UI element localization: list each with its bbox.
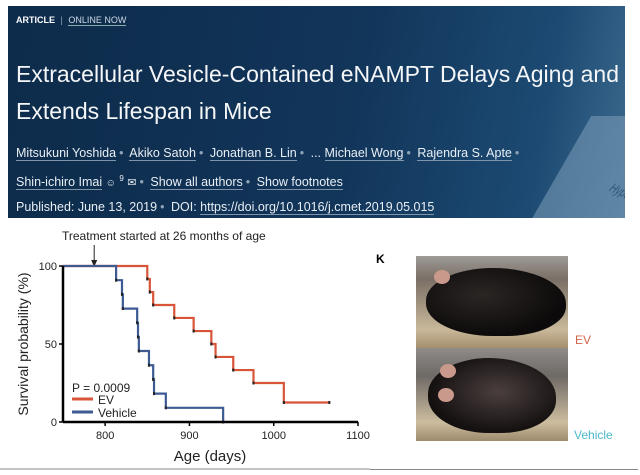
email-icon[interactable]: ✉ xyxy=(127,177,137,190)
article-type: ARTICLE xyxy=(16,15,55,25)
data-point xyxy=(214,355,217,359)
data-point xyxy=(252,381,255,385)
legend-label-ev: EV xyxy=(98,393,114,407)
data-point xyxy=(137,349,140,353)
y-tick-label: 0 xyxy=(51,417,57,429)
data-point xyxy=(173,316,176,320)
x-tick-label: 1000 xyxy=(261,430,285,442)
data-point xyxy=(148,290,151,294)
ev-photo-label: EV xyxy=(575,333,592,347)
data-point xyxy=(137,335,140,339)
data-point xyxy=(192,329,195,333)
person-icon[interactable]: ☺ xyxy=(105,178,116,190)
data-point xyxy=(146,277,149,281)
article-kicker: ARTICLE | ONLINE NOW xyxy=(16,15,127,26)
doi-label: DOI: xyxy=(170,200,197,214)
panel-letter: K xyxy=(376,252,385,266)
doi-link[interactable]: https://doi.org/10.1016/j.cmet.2019.05.0… xyxy=(200,200,435,215)
data-point xyxy=(121,292,123,296)
data-point xyxy=(282,401,285,404)
author-link[interactable]: Shin-ichiro Imai xyxy=(16,175,103,191)
article-banner: Hypo ARTICLE | ONLINE NOW Extracellular … xyxy=(8,6,625,218)
author-link[interactable]: Akiko Satoh xyxy=(129,146,196,161)
data-point xyxy=(164,406,167,410)
author-list: Mitsukuni Yoshida • Akiko Satoh • Jonathan… xyxy=(16,146,520,191)
data-point xyxy=(152,303,155,307)
author-link[interactable]: Rajendra S. Apte xyxy=(417,146,512,161)
vehicle-mouse-photo xyxy=(416,348,568,441)
online-now-link[interactable]: ONLINE NOW xyxy=(68,15,127,26)
bottom-divider-right xyxy=(370,469,638,470)
show-all-authors-link[interactable]: Show all authors xyxy=(150,175,243,191)
authors-ellipsis: ... xyxy=(310,146,322,160)
ev-mouse-photo xyxy=(416,256,568,348)
author-link[interactable]: Jonathan B. Lin xyxy=(209,146,297,161)
data-point xyxy=(232,368,235,372)
y-tick-label: 50 xyxy=(45,339,57,351)
data-point xyxy=(210,342,213,346)
annotation-arrow xyxy=(91,245,98,267)
survival-chart: Treatment started at 26 months of age 80… xyxy=(0,229,370,470)
x-axis-label: Age (days) xyxy=(174,448,247,465)
article-title: Extracellular Vesicle-Contained eNAMPT D… xyxy=(16,61,619,124)
data-point xyxy=(115,278,118,282)
author-link[interactable]: Michael Wong xyxy=(324,146,404,161)
data-point xyxy=(153,392,156,396)
published-date: Published: June 13, 2019 xyxy=(16,200,158,214)
y-tick-label: 100 xyxy=(39,261,57,273)
author-link[interactable]: Mitsukuni Yoshida xyxy=(16,146,117,161)
publication-info: Published: June 13, 2019 • DOI: https://d… xyxy=(16,200,435,215)
p-value: P = 0.0009 xyxy=(72,381,130,395)
data-point xyxy=(328,401,331,404)
data-point xyxy=(121,307,124,311)
x-tick-label: 900 xyxy=(180,430,198,442)
vehicle-photo-label: Vehicle xyxy=(574,428,613,442)
series-line-ev xyxy=(63,264,330,404)
data-point xyxy=(147,363,150,367)
chart-annotation: Treatment started at 26 months of age xyxy=(62,229,266,243)
data-point xyxy=(136,321,139,325)
x-tick-label: 1100 xyxy=(346,430,370,442)
legend-label-vehicle: Vehicle xyxy=(98,406,137,420)
x-tick-label: 800 xyxy=(96,430,114,442)
data-point xyxy=(152,377,155,381)
show-footnotes-link[interactable]: Show footnotes xyxy=(256,175,343,191)
y-axis-label: Survival probability (%) xyxy=(15,272,31,415)
footnote-mark[interactable]: 9 xyxy=(119,174,124,183)
